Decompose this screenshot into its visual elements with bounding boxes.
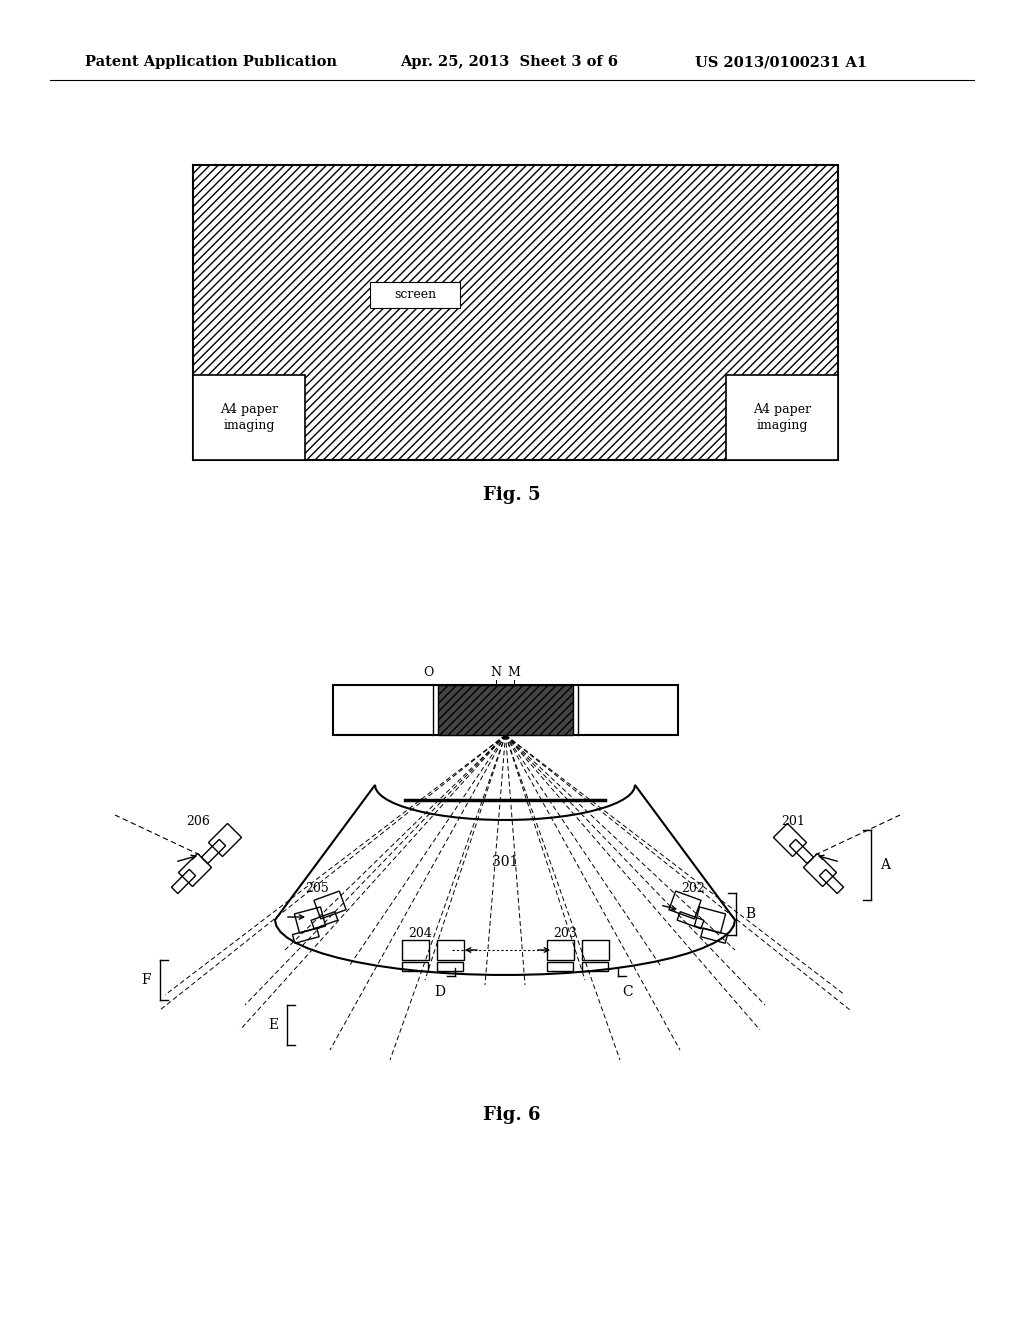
Text: N: N: [490, 667, 501, 680]
Text: screen: screen: [394, 289, 436, 301]
Text: US 2013/0100231 A1: US 2013/0100231 A1: [695, 55, 867, 69]
Text: 206: 206: [186, 814, 210, 828]
Text: A4 paper
imaging: A4 paper imaging: [753, 404, 811, 432]
Text: E: E: [268, 1018, 278, 1032]
Text: 204: 204: [408, 927, 432, 940]
Text: B: B: [745, 907, 755, 921]
Text: Fig. 5: Fig. 5: [483, 486, 541, 504]
Text: 301: 301: [492, 855, 518, 870]
Text: Fig. 6: Fig. 6: [483, 1106, 541, 1125]
Text: Apr. 25, 2013  Sheet 3 of 6: Apr. 25, 2013 Sheet 3 of 6: [400, 55, 618, 69]
Text: 205: 205: [305, 882, 329, 895]
Text: Patent Application Publication: Patent Application Publication: [85, 55, 337, 69]
Text: A: A: [880, 858, 890, 873]
Bar: [438, 685, 573, 735]
Text: A4 paper
imaging: A4 paper imaging: [220, 404, 279, 432]
Text: C: C: [622, 985, 633, 999]
Bar: [333, 685, 678, 735]
Text: 202: 202: [681, 882, 705, 895]
Text: O: O: [423, 667, 433, 680]
Bar: [193, 375, 305, 459]
Bar: [370, 282, 460, 308]
Text: D: D: [434, 985, 445, 999]
Text: M: M: [507, 667, 520, 680]
Text: 201: 201: [781, 814, 805, 828]
Bar: [726, 375, 838, 459]
Bar: [193, 165, 838, 459]
Text: 203: 203: [553, 927, 577, 940]
Text: F: F: [141, 973, 151, 987]
